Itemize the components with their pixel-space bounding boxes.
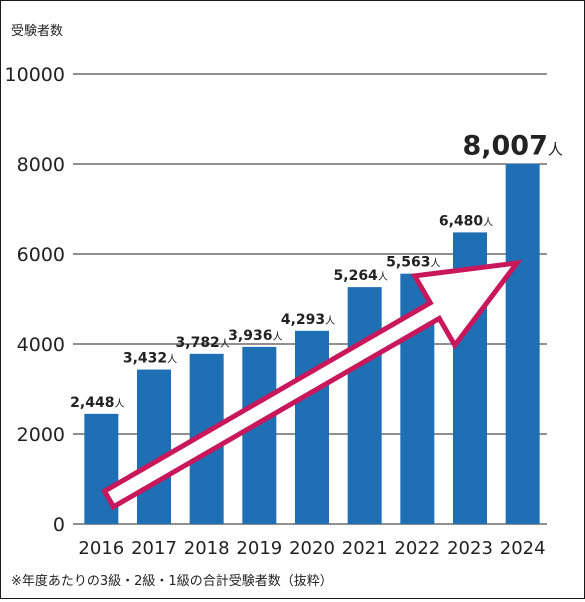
y-tick-label: 8000 [17,154,65,176]
y-tick-label: 4000 [17,334,65,356]
data-label-2021: 5,264人 [334,268,388,284]
x-tick-label: 2019 [236,538,282,559]
y-tick-label: 0 [53,514,65,536]
x-tick-labels: 2016 2017 2018 2019 2020 2021 2022 2023 2024 [78,538,545,559]
y-tick-labels: 0 2000 4000 6000 8000 10000 [5,64,65,536]
x-tick-label: 2022 [394,538,440,559]
bar-2019 [242,346,277,524]
x-tick-label: 2017 [131,538,177,559]
growth-arrow [101,259,523,511]
data-label-2022: 5,563人 [386,255,440,271]
unit-label: 人 [325,315,335,327]
x-tick-label: 2023 [447,538,493,559]
unit-label: 人 [167,354,177,366]
y-tick-label: 6000 [17,244,65,266]
data-label-2020: 4,293人 [281,312,335,328]
unit-label: 人 [220,338,230,350]
bar-2024 [505,163,540,524]
data-label-2017: 3,432人 [123,351,177,367]
unit-label: 人 [272,331,282,343]
footnote: ※年度あたりの3級・2級・1級の合計受験者数（抜粋） [11,573,333,589]
data-label-2016: 2,448人 [70,395,124,411]
y-axis-label: 受験者数 [11,24,63,39]
x-tick-label: 2020 [289,538,335,559]
bar-2020 [295,330,329,524]
data-label-2024: 8,007人 [462,131,562,162]
data-label-2023: 6,480人 [439,213,493,229]
unit-label: 人 [378,271,388,283]
x-tick-label: 2018 [184,538,230,559]
data-label-2018: 3,782人 [176,335,230,351]
bar-2017 [137,369,171,524]
y-tick-label: 2000 [17,424,65,446]
x-tick-label: 2016 [78,538,124,559]
unit-label: 人 [114,398,124,410]
bar-2021 [347,287,382,524]
data-label-2019: 3,936人 [228,328,282,344]
x-tick-label: 2021 [342,538,388,559]
x-tick-label: 2024 [500,538,546,559]
y-tick-label: 10000 [5,64,65,86]
unit-label: 人 [430,258,440,270]
unit-label: 人 [483,216,493,228]
unit-label: 人 [548,141,563,159]
